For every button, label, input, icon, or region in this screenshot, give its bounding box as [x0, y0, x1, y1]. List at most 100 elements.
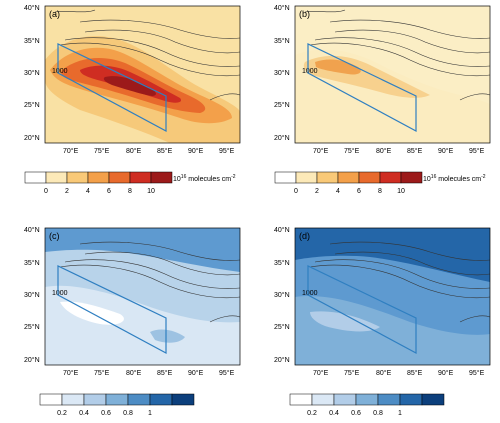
svg-text:90°E: 90°E: [438, 369, 454, 377]
study-region-box: [307, 265, 417, 355]
colorbar-tick-label: 8: [378, 188, 382, 195]
colorbar-tick-label: 0.4: [329, 410, 339, 417]
colorbar-swatch: [400, 171, 423, 184]
field-level-low: [45, 285, 240, 365]
lon-label-80: 80°E: [126, 147, 142, 155]
lon-axis: 70°E 75°E 80°E 85°E 90°E 95°E: [63, 369, 235, 377]
colorbar-swatch: [337, 171, 360, 184]
colorbar-swatches: [24, 171, 173, 184]
colorbar-swatch: [274, 171, 297, 184]
elevation-contours: [59, 241, 241, 323]
lon-label-85: 85°E: [157, 147, 173, 155]
colorbar-swatch: [333, 393, 357, 406]
colorbar-ticks: 0.2 0.4 0.6 0.8 1: [57, 410, 152, 417]
svg-text:25°N: 25°N: [274, 101, 290, 109]
panel-c: 1000 (c) 40°N 35°N 30°N 25°N 20°N 70°E 7…: [0, 212, 250, 423]
colorbar-swatch: [129, 171, 152, 184]
map-area: 1000 (d): [294, 227, 491, 366]
elevation-contours: [54, 9, 241, 101]
field-level-5: [103, 76, 156, 96]
colorbar-tick-label: 0.6: [101, 410, 111, 417]
map-frame: [44, 5, 241, 144]
contour-label-1000: 1000: [302, 68, 318, 75]
svg-text:80°E: 80°E: [126, 369, 142, 377]
study-region-box: [57, 43, 167, 133]
svg-text:35°N: 35°N: [274, 37, 290, 45]
svg-text:30°N: 30°N: [274, 291, 290, 299]
svg-text:95°E: 95°E: [219, 369, 235, 377]
colorbar-unit: 1016 molecules cm-2: [173, 174, 236, 183]
panel-b-svg: 1000 (b) 40°N 35°N 30°N 25°N 20°N 70°E 7…: [274, 4, 491, 195]
field-level-high: [45, 228, 240, 272]
svg-text:85°E: 85°E: [157, 369, 173, 377]
colorbar-tick-label: 6: [357, 188, 361, 195]
colorbar-tick-label: 4: [336, 188, 340, 195]
panel-label: (b): [299, 9, 310, 19]
svg-text:85°E: 85°E: [407, 147, 423, 155]
colorbar-tick-label: 0.2: [307, 410, 317, 417]
colorbar-tick-label: 10: [147, 188, 155, 195]
colorbar-tick-label: 0.6: [351, 410, 361, 417]
colorbar-swatch: [83, 393, 107, 406]
lon-label-70: 70°E: [63, 147, 79, 155]
contour-label-1000: 1000: [302, 290, 318, 297]
svg-text:90°E: 90°E: [188, 369, 204, 377]
colorbar-swatch: [355, 393, 379, 406]
svg-text:80°E: 80°E: [376, 369, 392, 377]
colorbar-swatch: [127, 393, 151, 406]
contour-label-1000: 1000: [52, 68, 68, 75]
lat-axis: 40°N 35°N 30°N 25°N 20°N: [24, 4, 40, 142]
colorbar-swatch: [45, 171, 68, 184]
colorbar-tick-label: 0: [44, 188, 48, 195]
svg-text:30°N: 30°N: [24, 291, 40, 299]
colorbar-swatch: [421, 393, 445, 406]
panel-a-svg: 1000 (a) 40°N 35°N 30°N 25°N 20°N 70°E 7…: [24, 4, 241, 195]
panel-label: (c): [49, 231, 60, 241]
colorbar: 0 2 4 6 8 10 1016 molecules cm-2: [24, 171, 236, 195]
panel-c-svg: 1000 (c) 40°N 35°N 30°N 25°N 20°N 70°E 7…: [24, 226, 241, 417]
colorbar-tick-label: 0.8: [123, 410, 133, 417]
svg-text:85°E: 85°E: [407, 369, 423, 377]
lon-label-95: 95°E: [219, 147, 235, 155]
colorbar-swatch: [171, 393, 195, 406]
colorbar-tick-label: 2: [315, 188, 319, 195]
field-level-mid: [295, 296, 490, 365]
colorbar-tick-label: 0.8: [373, 410, 383, 417]
lon-axis: 70°E 75°E 80°E 85°E 90°E 95°E: [63, 147, 235, 155]
svg-text:20°N: 20°N: [274, 356, 290, 364]
svg-text:70°E: 70°E: [313, 369, 329, 377]
colorbar-swatch: [105, 393, 129, 406]
colorbar-swatch: [379, 171, 402, 184]
colorbar-swatch: [289, 393, 313, 406]
colorbar-swatches: [274, 171, 423, 184]
colorbar-unit: 1016 molecules cm-2: [423, 174, 486, 183]
colorbar-tick-label: 10: [397, 188, 405, 195]
colorbar-tick-label: 1: [148, 410, 152, 417]
panel-a: 1000 (a) 40°N 35°N 30°N 25°N 20°N 70°E 7…: [0, 0, 250, 211]
map-area: 1000 (b): [294, 5, 491, 144]
svg-text:90°E: 90°E: [438, 147, 454, 155]
colorbar-swatches: [39, 393, 195, 406]
lon-axis: 70°E 75°E 80°E 85°E 90°E 95°E: [313, 147, 485, 155]
lon-label-75: 75°E: [94, 147, 110, 155]
field-patch: [150, 329, 185, 343]
lat-label-40: 40°N: [24, 4, 40, 12]
svg-text:95°E: 95°E: [469, 369, 485, 377]
svg-text:25°N: 25°N: [274, 323, 290, 331]
colorbar-swatch: [295, 171, 318, 184]
svg-text:75°E: 75°E: [344, 147, 360, 155]
colorbar-swatch: [24, 171, 47, 184]
colorbar-swatch: [61, 393, 85, 406]
lat-axis: 40°N 35°N 30°N 25°N 20°N: [274, 226, 290, 364]
colorbar-ticks: 0.2 0.4 0.6 0.8 1: [307, 410, 402, 417]
svg-text:70°E: 70°E: [313, 147, 329, 155]
colorbar-swatch: [316, 171, 339, 184]
svg-text:40°N: 40°N: [274, 4, 290, 12]
svg-text:75°E: 75°E: [344, 369, 360, 377]
lat-label-30: 30°N: [24, 69, 40, 77]
colorbar-tick-label: 0.2: [57, 410, 67, 417]
lat-axis: 40°N 35°N 30°N 25°N 20°N: [24, 226, 40, 364]
lon-axis: 70°E 75°E 80°E 85°E 90°E 95°E: [313, 369, 485, 377]
lat-label-25: 25°N: [24, 101, 40, 109]
colorbar-tick-label: 0: [294, 188, 298, 195]
